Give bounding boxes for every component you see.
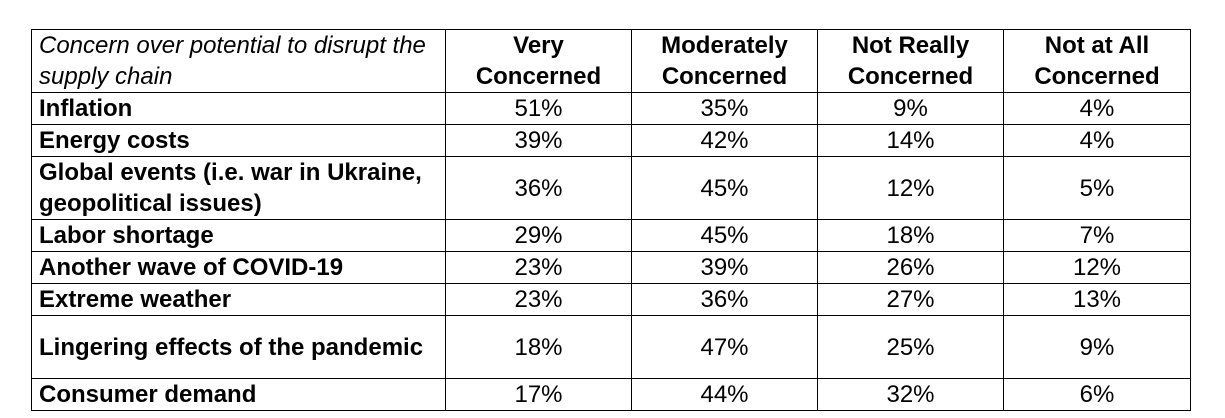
cell-value: 32% xyxy=(817,378,1004,411)
column-header-not-really-concerned: Not Really Concerned xyxy=(817,29,1004,93)
column-header-not-at-all-concerned: Not at All Concerned xyxy=(1003,29,1191,93)
row-label: Another wave of COVID-19 xyxy=(31,251,446,284)
table-row: Lingering effects of the pandemic 18% 47… xyxy=(31,315,1191,379)
cell-value: 23% xyxy=(445,283,632,316)
cell-value: 27% xyxy=(817,283,1004,316)
row-label: Global events (i.e. war in Ukraine, geop… xyxy=(31,156,446,220)
cell-value: 18% xyxy=(817,219,1004,252)
cell-value: 18% xyxy=(445,315,632,379)
header-row: Concern over potential to disrupt the su… xyxy=(31,29,1191,93)
cell-value: 45% xyxy=(631,219,818,252)
cell-value: 4% xyxy=(1003,92,1191,125)
cell-value: 13% xyxy=(1003,283,1191,316)
cell-value: 47% xyxy=(631,315,818,379)
row-label: Energy costs xyxy=(31,124,446,157)
row-label: Labor shortage xyxy=(31,219,446,252)
table-row: Global events (i.e. war in Ukraine, geop… xyxy=(31,156,1191,220)
cell-value: 12% xyxy=(817,156,1004,220)
supply-chain-concern-table: Concern over potential to disrupt the su… xyxy=(31,29,1191,411)
corner-label: Concern over potential to disrupt the su… xyxy=(31,29,446,93)
cell-value: 12% xyxy=(1003,251,1191,284)
row-label: Inflation xyxy=(31,92,446,125)
cell-value: 26% xyxy=(817,251,1004,284)
row-label: Consumer demand xyxy=(31,378,446,411)
cell-value: 39% xyxy=(445,124,632,157)
cell-value: 17% xyxy=(445,378,632,411)
cell-value: 35% xyxy=(631,92,818,125)
cell-value: 23% xyxy=(445,251,632,284)
cell-value: 51% xyxy=(445,92,632,125)
cell-value: 44% xyxy=(631,378,818,411)
cell-value: 45% xyxy=(631,156,818,220)
table-row: Consumer demand 17% 44% 32% 6% xyxy=(31,378,1191,411)
table-row: Inflation 51% 35% 9% 4% xyxy=(31,92,1191,125)
column-header-moderately-concerned: Moderately Concerned xyxy=(631,29,818,93)
table-row: Labor shortage 29% 45% 18% 7% xyxy=(31,219,1191,252)
cell-value: 6% xyxy=(1003,378,1191,411)
table-row: Energy costs 39% 42% 14% 4% xyxy=(31,124,1191,157)
table-row: Another wave of COVID-19 23% 39% 26% 12% xyxy=(31,251,1191,284)
cell-value: 7% xyxy=(1003,219,1191,252)
cell-value: 36% xyxy=(445,156,632,220)
cell-value: 14% xyxy=(817,124,1004,157)
table-row: Extreme weather 23% 36% 27% 13% xyxy=(31,283,1191,316)
cell-value: 25% xyxy=(817,315,1004,379)
cell-value: 36% xyxy=(631,283,818,316)
cell-value: 9% xyxy=(817,92,1004,125)
column-header-very-concerned: Very Concerned xyxy=(445,29,632,93)
cell-value: 42% xyxy=(631,124,818,157)
cell-value: 39% xyxy=(631,251,818,284)
cell-value: 9% xyxy=(1003,315,1191,379)
cell-value: 5% xyxy=(1003,156,1191,220)
cell-value: 29% xyxy=(445,219,632,252)
row-label: Lingering effects of the pandemic xyxy=(31,315,446,379)
cell-value: 4% xyxy=(1003,124,1191,157)
row-label: Extreme weather xyxy=(31,283,446,316)
